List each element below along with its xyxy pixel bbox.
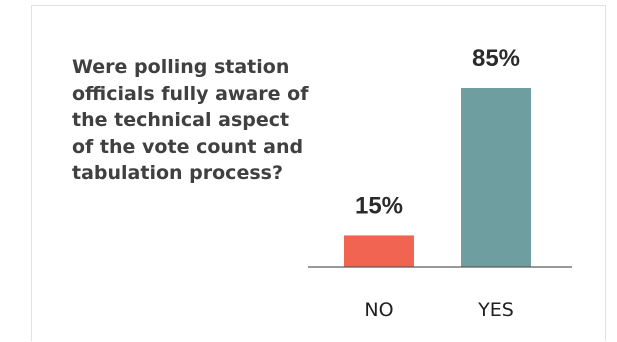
category-label-no: NO (364, 299, 393, 321)
category-label-yes: YES (477, 299, 514, 321)
value-label-yes: 85% (472, 45, 520, 72)
chart-title: Were polling station officials fully awa… (72, 56, 309, 184)
bar-yes (461, 88, 531, 267)
bar-no (344, 235, 414, 267)
chart-card: Were polling station officials fully awa… (31, 5, 606, 341)
bars-group: 15% NO 85% YES (344, 45, 531, 321)
bar-chart: 15% NO 85% YES (308, 45, 572, 321)
value-label-no: 15% (355, 192, 403, 219)
